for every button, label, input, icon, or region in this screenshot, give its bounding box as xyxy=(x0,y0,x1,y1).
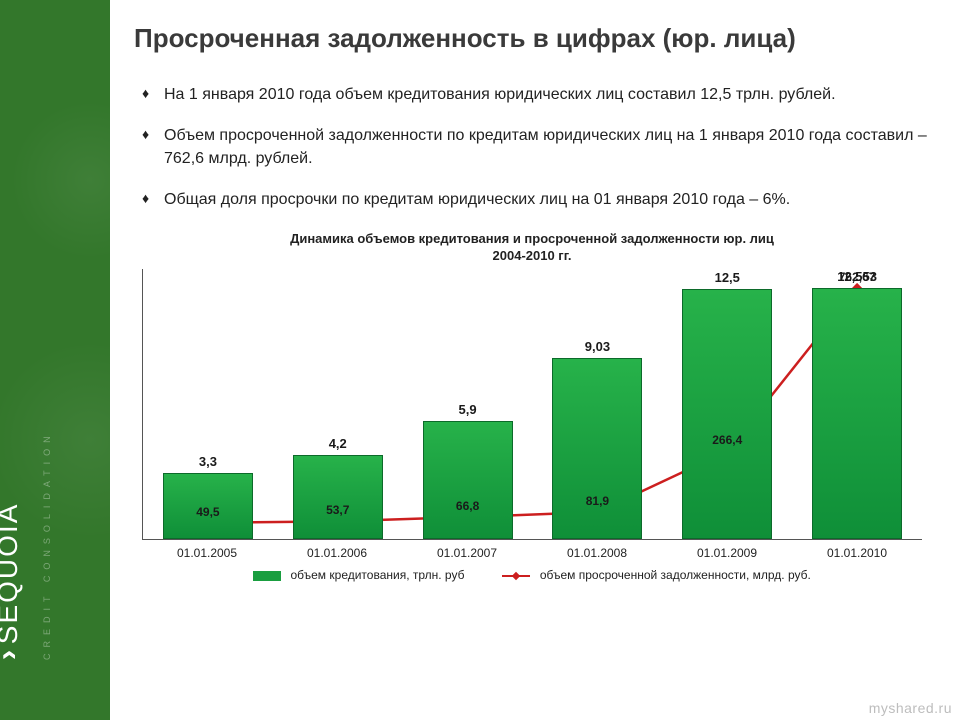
x-tick-label: 01.01.2006 xyxy=(272,546,402,560)
line-value-label: 266,4 xyxy=(712,433,742,447)
x-tick-label: 01.01.2010 xyxy=(792,546,922,560)
bullet-list: На 1 января 2010 года объем кредитования… xyxy=(134,83,930,212)
legend-item-bars: объем кредитования, трлн. руб xyxy=(253,568,464,582)
legend-line-label: объем просроченной задолженности, млрд. … xyxy=(540,568,811,582)
slide-root: ›› SEQUOIA CREDIT CONSOLIDATION Просроче… xyxy=(0,0,960,720)
bullet-item: Объем просроченной задолженности по кред… xyxy=(148,124,930,170)
bullet-item: Общая доля просрочки по кредитам юридиче… xyxy=(148,188,930,211)
chart-title-line2: 2004-2010 гг. xyxy=(493,248,572,263)
line-value-label: 762,67 xyxy=(839,270,876,284)
bar xyxy=(682,289,772,539)
watermark: myshared.ru xyxy=(869,700,952,716)
line-value-label: 66,8 xyxy=(456,499,479,513)
bar-value-label: 3,3 xyxy=(163,454,253,469)
x-tick-label: 01.01.2007 xyxy=(402,546,532,560)
bar-value-label: 9,03 xyxy=(552,339,642,354)
line-series-svg xyxy=(143,269,922,539)
bar xyxy=(812,288,902,539)
x-tick-label: 01.01.2005 xyxy=(142,546,272,560)
bar-value-label: 12,5 xyxy=(682,270,772,285)
x-tick-label: 01.01.2008 xyxy=(532,546,662,560)
bullet-item: На 1 января 2010 года объем кредитования… xyxy=(148,83,930,106)
slide-content: Просроченная задолженность в цифрах (юр.… xyxy=(110,0,960,720)
chart-plot-area: 3,34,25,99,0312,512,55349,553,766,881,92… xyxy=(142,269,922,540)
chart-title-line1: Динамика объемов кредитования и просроче… xyxy=(290,231,774,246)
bar-value-label: 5,9 xyxy=(423,402,513,417)
line-value-label: 81,9 xyxy=(586,494,609,508)
bar xyxy=(293,455,383,539)
bar xyxy=(423,421,513,539)
brand-logo: ›› SEQUOIA xyxy=(0,503,25,660)
chart-legend: объем кредитования, трлн. руб объем прос… xyxy=(134,568,930,582)
line-swatch-icon xyxy=(502,575,530,577)
legend-item-line: объем просроченной задолженности, млрд. … xyxy=(502,568,810,582)
line-value-label: 49,5 xyxy=(196,505,219,519)
bar-swatch-icon xyxy=(253,571,281,581)
brand-sidebar: ›› SEQUOIA CREDIT CONSOLIDATION xyxy=(0,0,110,720)
page-title: Просроченная задолженность в цифрах (юр.… xyxy=(134,22,930,55)
bar-value-label: 4,2 xyxy=(293,436,383,451)
x-tick-label: 01.01.2009 xyxy=(662,546,792,560)
chart-title: Динамика объемов кредитования и просроче… xyxy=(134,231,930,265)
chart-container: Динамика объемов кредитования и просроче… xyxy=(134,231,930,582)
x-axis-labels: 01.01.200501.01.200601.01.200701.01.2008… xyxy=(142,546,922,560)
bar xyxy=(552,358,642,539)
line-value-label: 53,7 xyxy=(326,503,349,517)
legend-bars-label: объем кредитования, трлн. руб xyxy=(290,568,464,582)
brand-name: SEQUOIA xyxy=(0,503,23,645)
brand-subtitle: CREDIT CONSOLIDATION xyxy=(42,430,52,660)
